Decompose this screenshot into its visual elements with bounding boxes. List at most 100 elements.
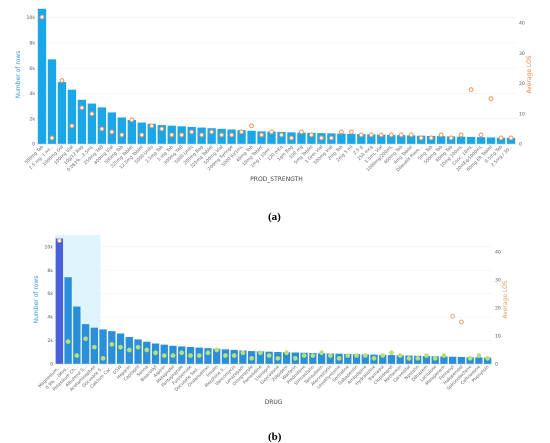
bar bbox=[396, 355, 404, 364]
los-point bbox=[259, 132, 264, 138]
bar bbox=[347, 133, 356, 144]
los-point bbox=[99, 126, 105, 132]
bar bbox=[337, 133, 346, 144]
bar bbox=[486, 137, 496, 144]
y-tick-label: 8k bbox=[47, 268, 53, 274]
bar bbox=[317, 353, 326, 364]
bar bbox=[237, 130, 246, 144]
los-point bbox=[199, 132, 205, 138]
bar bbox=[127, 119, 136, 144]
bar bbox=[107, 112, 117, 144]
los-point bbox=[249, 356, 254, 361]
bar bbox=[309, 352, 317, 364]
los-point bbox=[368, 132, 374, 138]
bar bbox=[77, 99, 87, 144]
bar bbox=[422, 356, 431, 364]
y2-tick-label: 0 bbox=[519, 142, 522, 148]
bar bbox=[117, 117, 127, 144]
los-point bbox=[345, 353, 351, 358]
bar bbox=[73, 306, 81, 364]
y2-tick-label: 10 bbox=[495, 334, 501, 340]
los-point bbox=[467, 356, 473, 361]
bar bbox=[282, 352, 291, 364]
x-axis-title: DRUG bbox=[265, 399, 283, 406]
bar bbox=[178, 346, 186, 364]
los-point bbox=[231, 353, 237, 358]
y2-tick-label: 20 bbox=[519, 81, 525, 87]
los-point bbox=[239, 129, 244, 135]
los-point bbox=[358, 132, 364, 138]
los-point bbox=[179, 132, 185, 138]
bar bbox=[326, 353, 334, 364]
los-point bbox=[468, 87, 474, 93]
los-point bbox=[229, 132, 234, 138]
los-point bbox=[139, 132, 145, 138]
bar bbox=[379, 354, 387, 364]
los-point bbox=[83, 336, 88, 342]
bar bbox=[407, 135, 416, 144]
bar bbox=[352, 354, 361, 364]
bar bbox=[67, 89, 77, 144]
y2-tick-label: 40 bbox=[519, 21, 525, 27]
los-point bbox=[289, 135, 294, 141]
bar bbox=[476, 137, 486, 144]
y-tick-label: 10k bbox=[44, 244, 53, 250]
bar bbox=[99, 329, 107, 364]
bar bbox=[187, 126, 196, 144]
bar bbox=[157, 125, 166, 144]
bar bbox=[496, 137, 506, 144]
los-point bbox=[338, 129, 344, 135]
bar bbox=[64, 277, 72, 364]
bar bbox=[466, 136, 476, 144]
y-tick-label: 6k bbox=[47, 291, 53, 297]
bar bbox=[397, 135, 406, 144]
bar bbox=[267, 131, 276, 144]
los-point bbox=[214, 347, 220, 353]
los-point bbox=[109, 342, 115, 347]
y2-tick-label: 10 bbox=[519, 111, 525, 117]
los-point bbox=[284, 350, 289, 356]
y-tick-label: 2k bbox=[47, 338, 53, 344]
los-point bbox=[109, 129, 115, 135]
los-point bbox=[388, 132, 394, 138]
los-point bbox=[269, 129, 274, 135]
los-point bbox=[328, 135, 334, 141]
los-point bbox=[170, 353, 176, 358]
los-point bbox=[189, 129, 195, 135]
bar bbox=[357, 134, 366, 144]
los-point bbox=[74, 353, 80, 358]
bar bbox=[483, 357, 492, 364]
los-point bbox=[65, 339, 71, 344]
los-point bbox=[418, 135, 424, 141]
los-point bbox=[488, 96, 494, 102]
y2-tick-label: 0 bbox=[495, 362, 498, 368]
bar bbox=[207, 128, 216, 144]
los-point bbox=[371, 356, 377, 361]
bar bbox=[277, 131, 286, 144]
los-point bbox=[129, 117, 135, 123]
los-point bbox=[408, 132, 414, 138]
bar bbox=[387, 134, 396, 144]
y-tick-label: 6k bbox=[29, 66, 35, 72]
los-point bbox=[406, 356, 412, 361]
los-point bbox=[159, 126, 165, 132]
los-point bbox=[188, 353, 193, 358]
los-point bbox=[69, 123, 75, 129]
bar bbox=[87, 103, 97, 144]
los-point bbox=[219, 132, 225, 138]
los-point bbox=[169, 132, 175, 138]
los-point bbox=[126, 347, 132, 353]
bar bbox=[440, 356, 448, 364]
los-point bbox=[378, 132, 384, 138]
los-point bbox=[223, 353, 228, 358]
caption-b: (b) bbox=[268, 431, 282, 443]
los-point bbox=[91, 344, 97, 350]
bar bbox=[239, 350, 247, 364]
bar bbox=[367, 134, 376, 144]
los-point bbox=[441, 353, 447, 358]
los-point bbox=[196, 353, 202, 358]
bar bbox=[134, 339, 142, 364]
bar bbox=[57, 82, 67, 144]
